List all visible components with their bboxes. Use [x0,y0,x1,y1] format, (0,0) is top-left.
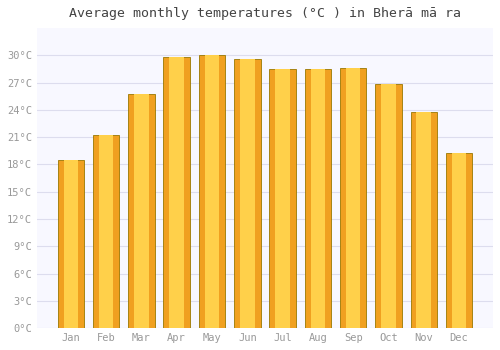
Bar [346,68,360,328]
Bar [304,69,331,328]
Bar [446,153,472,328]
Bar [240,59,254,328]
Bar [170,57,184,328]
Bar [381,84,396,328]
Bar [204,55,220,328]
Bar [276,69,290,328]
Bar [234,59,260,328]
Bar [128,93,154,328]
Bar [99,135,114,328]
Bar [198,55,225,328]
Title: Average monthly temperatures (°C ) in Bherā mā ra: Average monthly temperatures (°C ) in Bh… [69,7,461,20]
Bar [375,84,402,328]
Bar [164,57,190,328]
Bar [58,160,84,328]
Bar [452,153,466,328]
Bar [310,69,325,328]
Bar [410,112,437,328]
Bar [134,93,148,328]
Bar [340,68,366,328]
Bar [64,160,78,328]
Bar [93,135,120,328]
Bar [270,69,296,328]
Bar [416,112,431,328]
